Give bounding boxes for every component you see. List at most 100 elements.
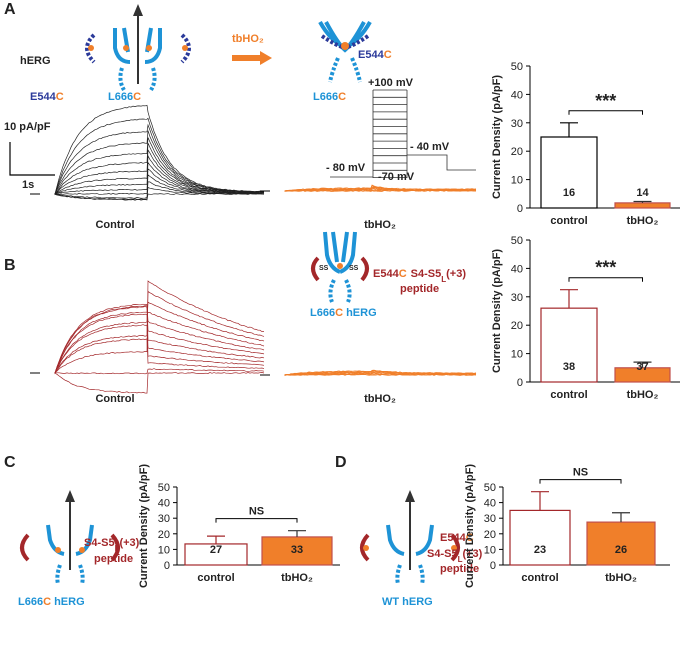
mutant-label: L666C bbox=[313, 91, 346, 103]
y-tick-label: 10 bbox=[511, 349, 523, 361]
peptide-name: S4-S5 bbox=[84, 537, 115, 549]
current-trace bbox=[55, 150, 264, 194]
panel-letter: D bbox=[335, 454, 347, 471]
peptide-suffix: (+3) bbox=[446, 268, 466, 280]
y-tick-label: 0 bbox=[490, 560, 496, 572]
x-tick-label: control bbox=[550, 389, 587, 401]
y-tick-label: 10 bbox=[158, 544, 170, 556]
current-trace bbox=[55, 373, 264, 394]
significance-label: NS bbox=[573, 467, 588, 479]
voltage-label: +100 mV bbox=[368, 77, 414, 89]
voltage-label: - 40 mV bbox=[410, 141, 450, 153]
trace-label: Control bbox=[95, 219, 134, 231]
residue: E544 bbox=[373, 268, 400, 280]
y-tick-label: 20 bbox=[511, 320, 523, 332]
cysteine-marker bbox=[337, 263, 343, 269]
cysteine-marker bbox=[55, 547, 61, 553]
error-bar bbox=[288, 531, 306, 537]
channel-label: hERG bbox=[20, 55, 51, 67]
y-tick-label: 50 bbox=[484, 482, 496, 494]
peptide-name: S4-S5 bbox=[427, 548, 458, 560]
mutant-label: L666C hERG bbox=[310, 307, 377, 319]
current-trace bbox=[55, 291, 264, 373]
scale-label: 1s bbox=[22, 179, 34, 191]
y-tick-label: 30 bbox=[511, 292, 523, 304]
significance-label: *** bbox=[595, 258, 616, 278]
n-label: 27 bbox=[210, 544, 222, 556]
error-bar bbox=[560, 123, 578, 137]
significance-label: NS bbox=[249, 506, 264, 518]
y-tick-label: 10 bbox=[511, 175, 523, 187]
trace-label: tbHO₂ bbox=[364, 219, 396, 231]
y-tick-label: 50 bbox=[511, 235, 523, 247]
y-tick-label: 30 bbox=[484, 513, 496, 525]
y-axis-label: Current Density (pA/pF) bbox=[464, 464, 476, 588]
y-axis-label: Current Density (pA/pF) bbox=[491, 249, 503, 373]
residue: L666 bbox=[313, 91, 338, 103]
mutant-label: L666C hERG bbox=[18, 596, 85, 608]
y-axis-label: Current Density (pA/pF) bbox=[491, 75, 503, 199]
residue: L666 bbox=[18, 596, 43, 608]
x-tick-label: control bbox=[521, 572, 558, 584]
channel-name: hERG bbox=[343, 307, 377, 319]
peptide-suffix: (+3) bbox=[119, 537, 139, 549]
n-label: 33 bbox=[291, 544, 303, 556]
channel-name: hERG bbox=[51, 596, 85, 608]
treatment-label: tbHO₂ bbox=[232, 33, 264, 45]
residue-mutation: C bbox=[384, 49, 392, 61]
channel-diagram bbox=[87, 4, 370, 90]
x-tick-label: tbHO₂ bbox=[627, 389, 659, 401]
channel-label: WT hERG bbox=[382, 596, 433, 608]
y-tick-label: 30 bbox=[511, 118, 523, 130]
trace-label: tbHO₂ bbox=[364, 393, 396, 405]
current-trace bbox=[55, 302, 264, 373]
y-tick-label: 40 bbox=[511, 89, 523, 101]
error-bar bbox=[560, 290, 578, 308]
peptide-label: S4-S5L(+3) bbox=[84, 537, 140, 553]
residue: L666 bbox=[108, 91, 133, 103]
y-tick-label: 0 bbox=[517, 377, 523, 389]
residue: E544 bbox=[358, 49, 385, 61]
bar bbox=[615, 203, 670, 208]
mutant-label: L666C bbox=[108, 91, 141, 103]
trace-label: Control bbox=[95, 393, 134, 405]
error-bar bbox=[207, 536, 225, 544]
scale-bar bbox=[10, 142, 55, 175]
y-tick-label: 50 bbox=[158, 482, 170, 494]
bar bbox=[510, 510, 570, 565]
y-tick-label: 0 bbox=[517, 203, 523, 215]
x-tick-label: tbHO₂ bbox=[605, 572, 637, 584]
residue: E544 bbox=[30, 91, 57, 103]
panel-letter: C bbox=[4, 454, 16, 471]
y-tick-label: 30 bbox=[158, 513, 170, 525]
y-tick-label: 10 bbox=[484, 544, 496, 556]
bond-label: SS bbox=[349, 265, 359, 272]
n-label: 23 bbox=[534, 544, 546, 556]
significance-bracket bbox=[569, 111, 643, 115]
significance-bracket bbox=[540, 480, 621, 484]
residue: E544 bbox=[440, 532, 467, 544]
peptide-label: peptide bbox=[94, 553, 133, 565]
voltage-label: -70 mV bbox=[378, 171, 415, 183]
mutant-label: E544C bbox=[358, 49, 392, 61]
residue-mutation: C bbox=[56, 91, 64, 103]
y-tick-label: 40 bbox=[484, 498, 496, 510]
panel-letter: B bbox=[4, 257, 16, 274]
residue-mutation: C bbox=[399, 268, 407, 280]
significance-label: *** bbox=[595, 91, 616, 111]
x-tick-label: control bbox=[197, 572, 234, 584]
current-trace bbox=[55, 325, 264, 374]
n-label: 14 bbox=[636, 187, 649, 199]
y-tick-label: 20 bbox=[158, 529, 170, 541]
peptide-name: S4-S5 bbox=[411, 268, 442, 280]
voltage-label: - 80 mV bbox=[326, 162, 366, 174]
y-axis-label: Current Density (pA/pF) bbox=[138, 464, 150, 588]
n-label: 38 bbox=[563, 361, 575, 373]
residue-mutation: C bbox=[43, 596, 51, 608]
significance-bracket bbox=[569, 278, 643, 282]
y-tick-label: 40 bbox=[511, 263, 523, 275]
cysteine-marker bbox=[363, 545, 369, 551]
y-tick-label: 50 bbox=[511, 61, 523, 73]
peptide-label: peptide bbox=[400, 283, 439, 295]
residue: L666 bbox=[310, 307, 335, 319]
